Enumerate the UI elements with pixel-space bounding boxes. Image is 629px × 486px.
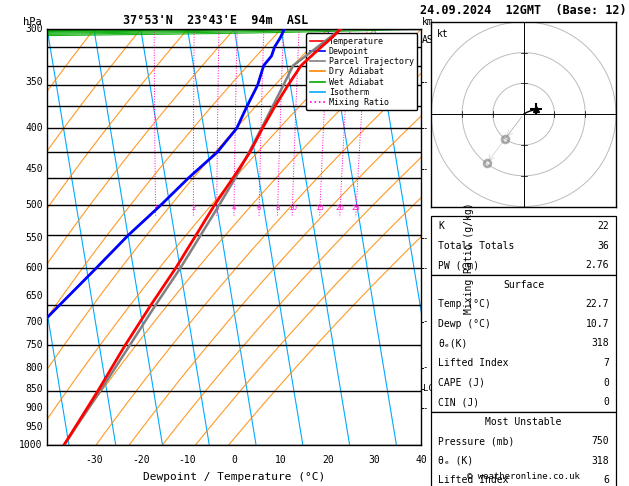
Text: 1000: 1000 xyxy=(19,440,43,450)
Text: 0: 0 xyxy=(603,397,609,407)
Text: Temp (°C): Temp (°C) xyxy=(438,299,491,309)
Text: 350: 350 xyxy=(25,77,43,87)
Text: CIN (J): CIN (J) xyxy=(438,397,479,407)
Text: K: K xyxy=(438,221,444,231)
Text: -20: -20 xyxy=(132,455,150,465)
Text: Pressure (mb): Pressure (mb) xyxy=(438,436,515,446)
Text: 22: 22 xyxy=(598,221,609,231)
Text: 700: 700 xyxy=(25,316,43,327)
Text: -10: -10 xyxy=(179,455,196,465)
Text: LCL: LCL xyxy=(423,384,440,393)
Text: Mixing Ratio (g/kg): Mixing Ratio (g/kg) xyxy=(464,202,474,313)
Text: PW (cm): PW (cm) xyxy=(438,260,479,270)
Text: 0: 0 xyxy=(603,378,609,387)
Text: 500: 500 xyxy=(25,200,43,210)
Text: 900: 900 xyxy=(25,403,43,413)
Text: 4: 4 xyxy=(232,206,237,211)
Text: 650: 650 xyxy=(25,291,43,301)
Text: 400: 400 xyxy=(25,123,43,134)
Text: CAPE (J): CAPE (J) xyxy=(438,378,486,387)
Text: 6: 6 xyxy=(603,475,609,486)
Text: - 8: - 8 xyxy=(423,78,440,87)
Text: 24.09.2024  12GMT  (Base: 12): 24.09.2024 12GMT (Base: 12) xyxy=(420,4,627,17)
Text: 800: 800 xyxy=(25,363,43,373)
Text: ASL: ASL xyxy=(422,35,440,45)
Text: 318: 318 xyxy=(591,456,609,466)
Bar xyxy=(431,275,616,412)
Text: 300: 300 xyxy=(25,24,43,34)
Text: θₑ (K): θₑ (K) xyxy=(438,456,474,466)
Text: 10: 10 xyxy=(276,455,287,465)
Text: -30: -30 xyxy=(85,455,103,465)
Text: 2.76: 2.76 xyxy=(586,260,609,270)
Text: 550: 550 xyxy=(25,233,43,243)
Text: 36: 36 xyxy=(598,241,609,251)
Text: 0: 0 xyxy=(231,455,237,465)
Text: 20: 20 xyxy=(336,206,345,211)
Text: 10.7: 10.7 xyxy=(586,319,609,329)
Text: 6: 6 xyxy=(257,206,262,211)
Text: Lifted Index: Lifted Index xyxy=(438,358,509,368)
Text: - 4: - 4 xyxy=(423,264,440,273)
Text: 8: 8 xyxy=(276,206,280,211)
Text: - 6: - 6 xyxy=(423,165,440,174)
Text: Totals Totals: Totals Totals xyxy=(438,241,515,251)
Legend: Temperature, Dewpoint, Parcel Trajectory, Dry Adiabat, Wet Adiabat, Isotherm, Mi: Temperature, Dewpoint, Parcel Trajectory… xyxy=(306,34,417,110)
Text: 22.7: 22.7 xyxy=(586,299,609,309)
Bar xyxy=(431,412,616,486)
Text: 750: 750 xyxy=(591,436,609,446)
Text: 450: 450 xyxy=(25,164,43,174)
Text: Most Unstable: Most Unstable xyxy=(486,417,562,427)
Text: 10: 10 xyxy=(288,206,297,211)
Text: 30: 30 xyxy=(369,455,381,465)
Text: θₑ(K): θₑ(K) xyxy=(438,338,468,348)
Text: 950: 950 xyxy=(25,422,43,432)
Text: Surface: Surface xyxy=(503,280,544,290)
Text: hPa: hPa xyxy=(23,17,42,27)
Text: Dewp (°C): Dewp (°C) xyxy=(438,319,491,329)
Text: 850: 850 xyxy=(25,383,43,394)
Text: 2: 2 xyxy=(191,206,196,211)
Text: - 5: - 5 xyxy=(423,234,440,243)
Text: - 2: - 2 xyxy=(423,363,440,372)
Text: kt: kt xyxy=(437,29,448,39)
Text: 37°53'N  23°43'E  94m  ASL: 37°53'N 23°43'E 94m ASL xyxy=(123,14,308,27)
Text: 600: 600 xyxy=(25,263,43,274)
Bar xyxy=(431,216,616,275)
Text: 7: 7 xyxy=(603,358,609,368)
Text: 318: 318 xyxy=(591,338,609,348)
Text: 3: 3 xyxy=(214,206,219,211)
Text: - 7: - 7 xyxy=(423,124,440,133)
Text: - 3: - 3 xyxy=(423,317,440,326)
Text: 20: 20 xyxy=(322,455,334,465)
Text: Lifted Index: Lifted Index xyxy=(438,475,509,486)
Text: 1: 1 xyxy=(153,206,158,211)
Text: 25: 25 xyxy=(352,206,360,211)
Text: - 1: - 1 xyxy=(423,404,440,413)
Text: © weatheronline.co.uk: © weatheronline.co.uk xyxy=(467,472,580,481)
Text: 40: 40 xyxy=(416,455,427,465)
Text: 750: 750 xyxy=(25,340,43,350)
Text: Dewpoint / Temperature (°C): Dewpoint / Temperature (°C) xyxy=(143,472,325,482)
Text: 15: 15 xyxy=(316,206,325,211)
Text: km: km xyxy=(422,17,434,27)
